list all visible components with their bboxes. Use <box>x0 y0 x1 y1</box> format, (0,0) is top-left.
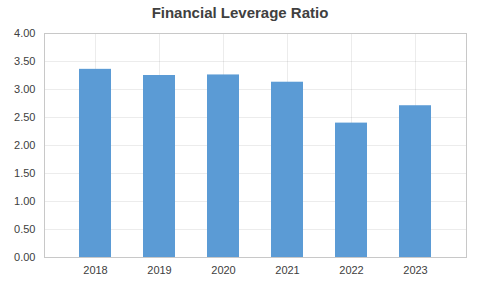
svg-text:2023: 2023 <box>403 264 427 276</box>
svg-text:2022: 2022 <box>339 264 363 276</box>
svg-text:3.00: 3.00 <box>14 83 35 95</box>
svg-text:2019: 2019 <box>147 264 171 276</box>
svg-text:2018: 2018 <box>83 264 107 276</box>
svg-text:2.00: 2.00 <box>14 139 35 151</box>
svg-text:1.50: 1.50 <box>14 167 35 179</box>
svg-text:2020: 2020 <box>211 264 235 276</box>
svg-text:1.00: 1.00 <box>14 195 35 207</box>
svg-text:4.00: 4.00 <box>14 27 35 39</box>
svg-text:0.50: 0.50 <box>14 223 35 235</box>
svg-text:2021: 2021 <box>275 264 299 276</box>
svg-text:0.00: 0.00 <box>14 251 35 263</box>
svg-text:3.50: 3.50 <box>14 55 35 67</box>
svg-text:2.50: 2.50 <box>14 111 35 123</box>
html-text:Financial Leverage Ratio: Financial Leverage Ratio <box>151 4 329 21</box>
